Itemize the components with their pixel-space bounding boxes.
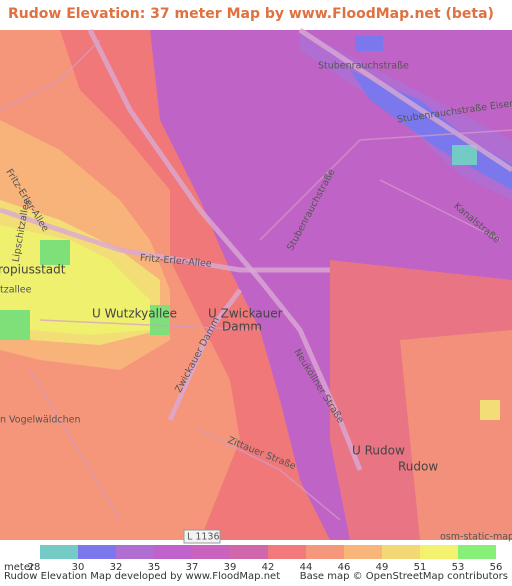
region-blue [355,36,383,51]
map-label: osm-static-maps [440,532,512,543]
road [87,28,363,471]
legend-swatch [268,545,306,559]
map-label: tzallee [0,285,32,296]
legend-tick-label: 53 [452,562,465,573]
road [0,207,330,273]
legend-swatch [344,545,382,559]
legend-tick-label: 30 [72,562,85,573]
region-orange [400,330,512,540]
legend-swatch [154,545,192,559]
legend-tick-label: 39 [224,562,237,573]
legend-tick-label: 42 [262,562,275,573]
legend-tick-label: 49 [376,562,389,573]
legend-tick-label: 56 [490,562,503,573]
road [167,288,242,422]
legend-swatch [382,545,420,559]
legend-tick-label: 28 [28,562,41,573]
map: Stubenrauchstraße Stubenrauchstraße Eise… [0,27,512,544]
legend-tick-label: 51 [414,562,427,573]
road-shield [183,529,221,544]
region-light-yellow [0,225,150,335]
map-label: Rudow [398,460,438,474]
legend-swatch [458,545,496,559]
region-yellow [480,400,500,420]
legend-swatch [192,545,230,559]
legend-swatch [420,545,458,559]
map-label: U Wutzkyallee [92,307,177,321]
legend-tick-label: 46 [338,562,351,573]
region-teal [452,145,477,165]
region-green [40,240,70,265]
region-green [150,305,170,335]
legend-tick-label: 44 [300,562,313,573]
legend-swatch [306,545,344,559]
title: Rudow Elevation: 37 meter Map by www.Flo… [8,6,494,22]
legend-tick-label: 32 [110,562,123,573]
legend-tick-label: 35 [148,562,161,573]
map-label: n Vogelwäldchen [0,415,81,426]
footer-right: Base map © OpenStreetMap contributors [300,571,508,582]
legend-swatch [40,545,78,559]
footer-left: Rudow Elevation Map developed by www.Flo… [4,571,280,582]
legend: meter 28 30 32 35 37 39 42 44 46 49 51 53 56 [4,545,502,573]
legend-swatch [116,545,154,559]
map-label: Damm [222,320,262,334]
region-green [0,310,30,340]
map-label: L 1136 [187,532,220,543]
legend-tick-label: 37 [186,562,199,573]
legend-swatch [78,545,116,559]
legend-swatch [230,545,268,559]
map-label: U Zwickauer [208,307,283,321]
map-label: Stubenrauchstraße [318,61,409,72]
road [298,27,512,173]
map-label: ropiusstadt [0,263,66,277]
map-label: U Rudow [352,444,405,458]
street [0,39,512,521]
legend-unit: meter [4,562,35,573]
